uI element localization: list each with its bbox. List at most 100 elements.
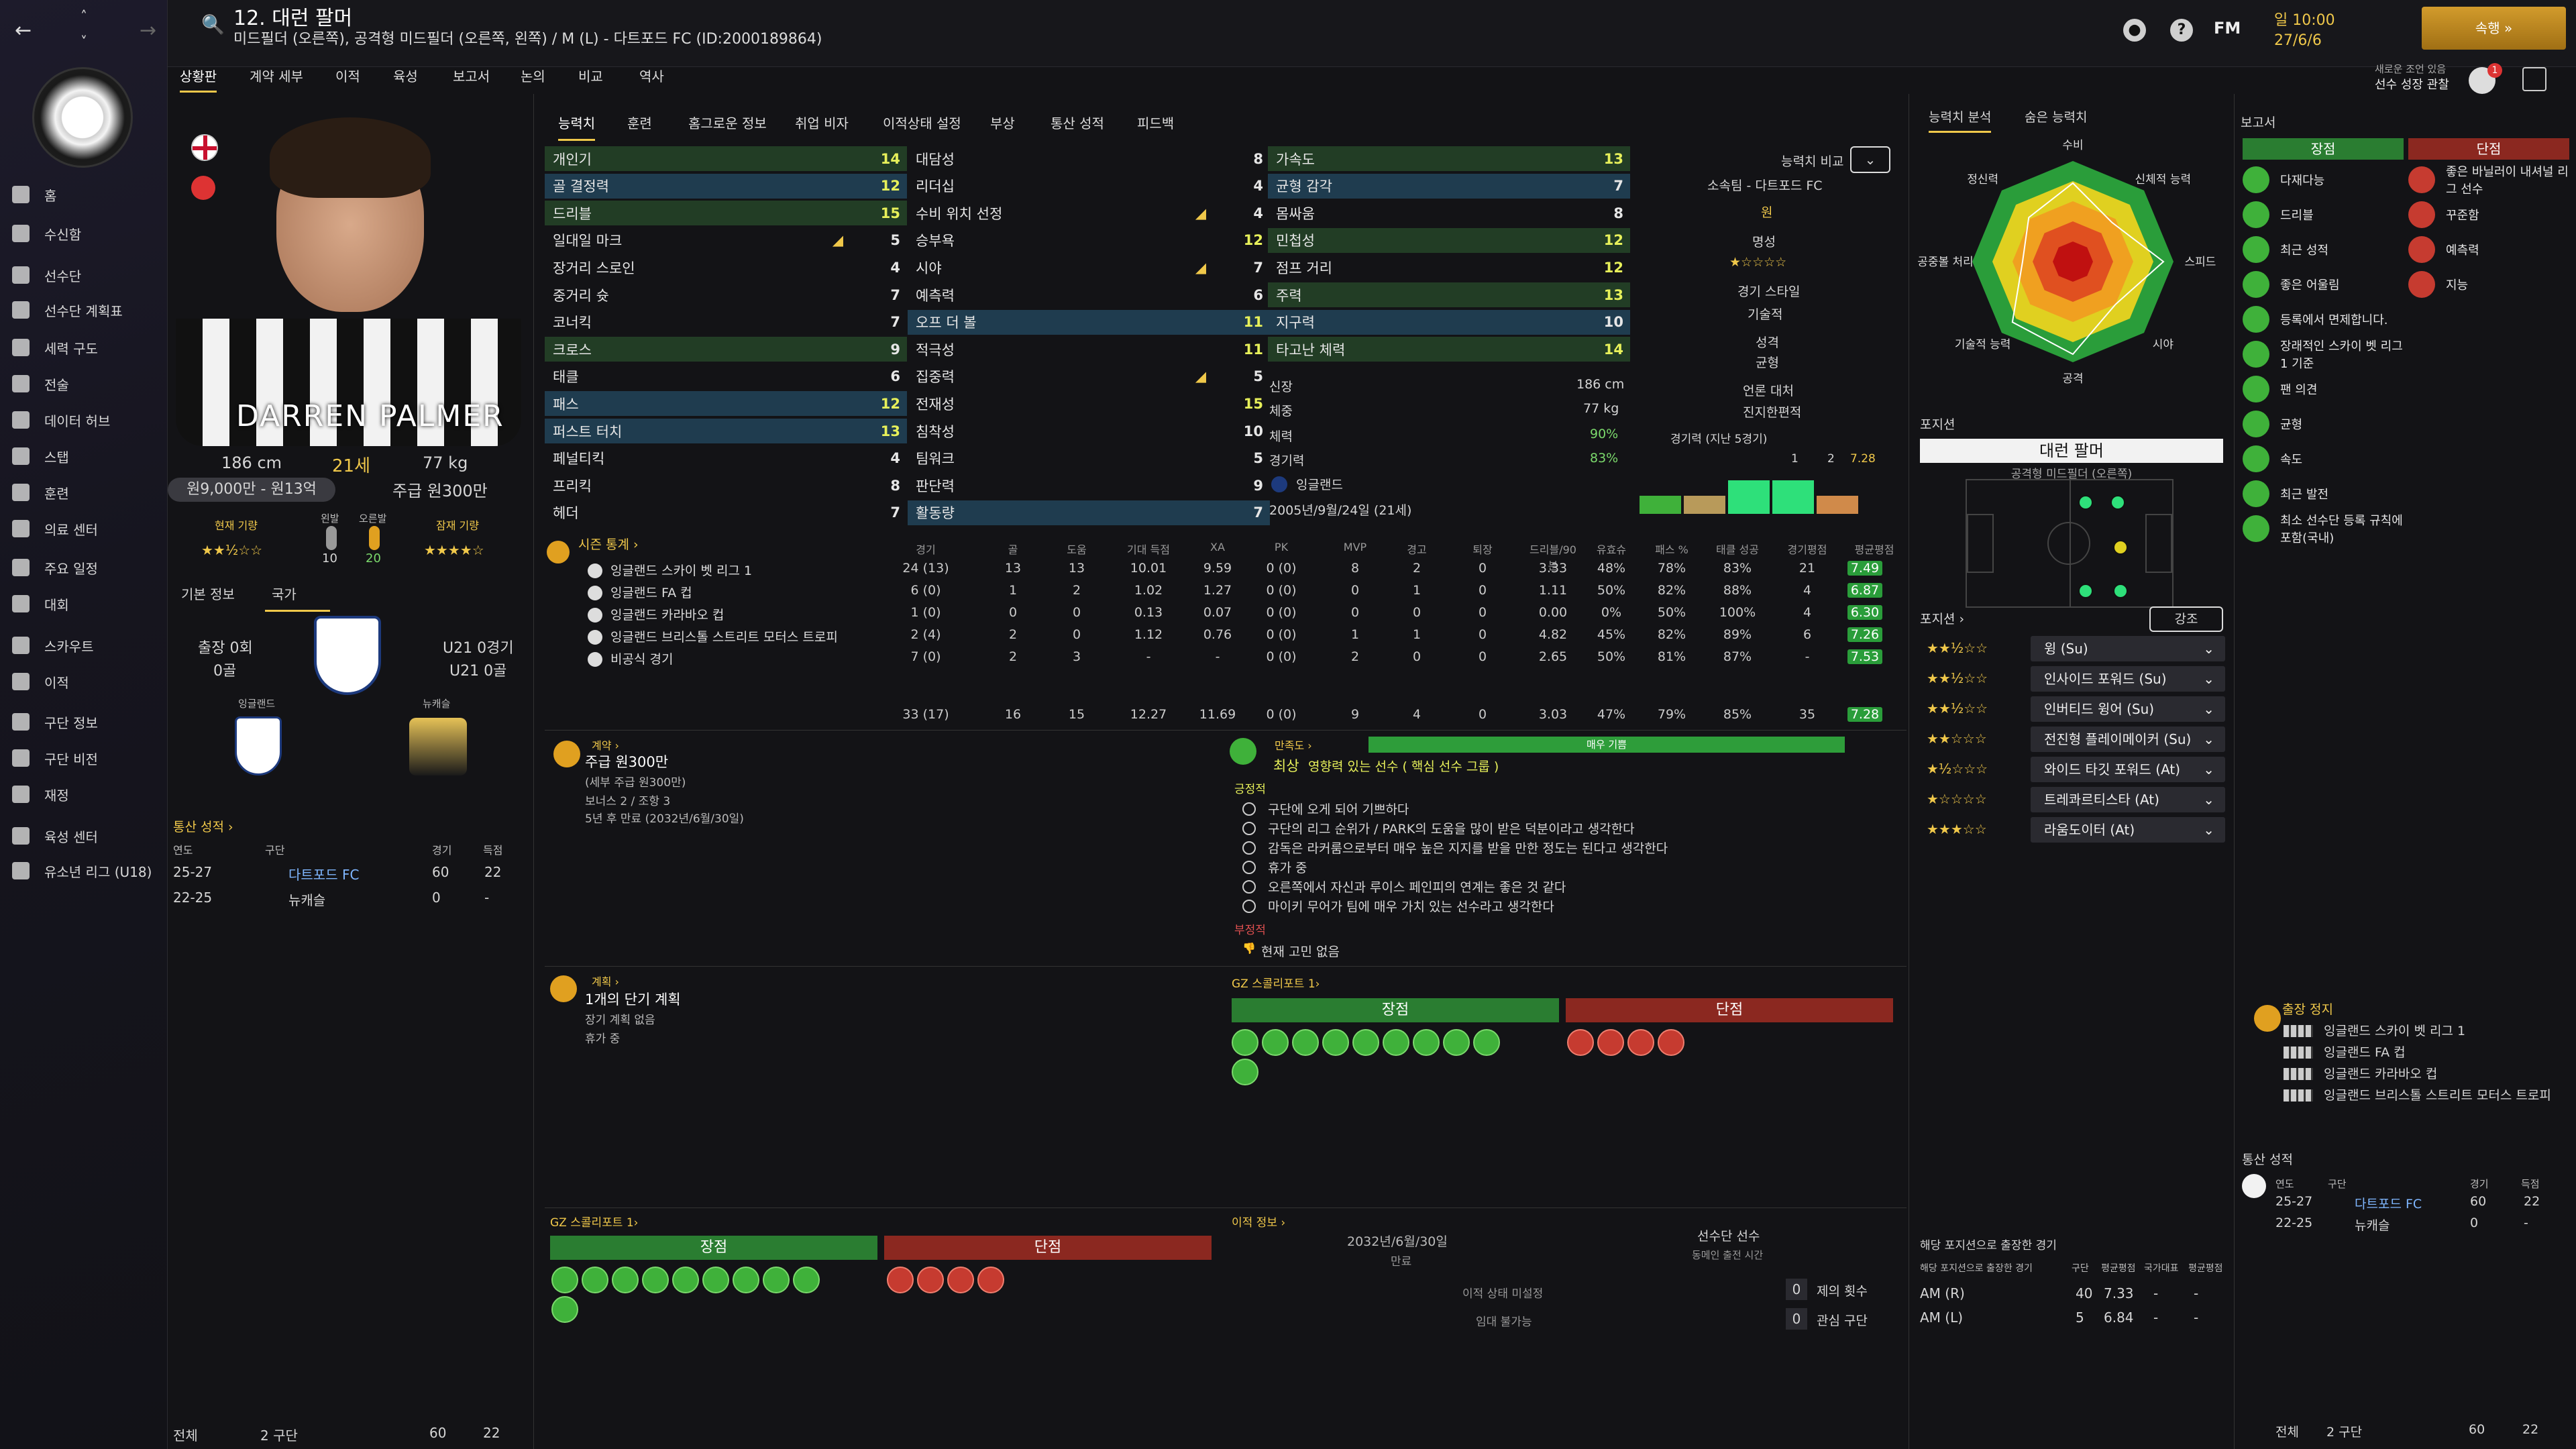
subnav-item[interactable]: 이적	[335, 68, 360, 85]
happiness-head[interactable]: 만족도 ›	[1275, 739, 1312, 752]
chevron-down-icon[interactable]: ⌄	[2203, 641, 2214, 657]
photo-hair	[270, 117, 431, 198]
career-row-2-club[interactable]: 뉴캐슬	[288, 892, 326, 908]
report-career-row-2-club[interactable]: 뉴캐슬	[2355, 1218, 2390, 1233]
role-row[interactable]: ★☆☆☆☆ 트레콰르티스타 (At) ⌄	[1920, 787, 2225, 814]
stats-cell: 11.69	[1199, 707, 1236, 722]
sidebar-item[interactable]: 수신함	[12, 219, 163, 248]
sidebar-item[interactable]: 훈련	[12, 478, 163, 507]
subnav-item[interactable]: 계약 세부	[250, 68, 303, 85]
tab-item[interactable]: 능력치	[558, 113, 596, 141]
strength-dropdown[interactable]: 강조	[2149, 606, 2223, 632]
sidebar-item[interactable]: 구단 정보	[12, 707, 163, 737]
sidebar-item[interactable]: 홈	[12, 180, 163, 209]
forward-icon[interactable]: →	[140, 19, 157, 42]
chevron-down-icon[interactable]: ⌄	[2203, 731, 2214, 747]
role-row[interactable]: ★★★☆☆ 라움도이터 (At) ⌄	[1920, 817, 2225, 844]
sidebar-item[interactable]: 스카우트	[12, 631, 163, 660]
stats-header: 경기 골 도움 기대 득점 XA PK MVP 경고 퇴장 드리블/90분 유효슈 패스 % 태클 성공…	[550, 541, 1898, 572]
career-row-1-club[interactable]: 다트포드 FC	[288, 867, 360, 883]
role-row[interactable]: ★★☆☆☆ 전진형 플레이메이커 (Su) ⌄	[1920, 727, 2225, 753]
role-select[interactable]: 인사이드 포워드 (Su) ⌄	[2031, 666, 2225, 692]
globe-icon[interactable]: ●	[2123, 19, 2146, 42]
nation-crest-icon[interactable]	[235, 716, 282, 775]
club-crest-icon[interactable]	[32, 67, 133, 168]
pos-played-cell: -	[2153, 1285, 2159, 1301]
tab-item[interactable]: 부상	[990, 115, 1015, 131]
down-icon[interactable]: ˅	[80, 34, 87, 50]
tab-item[interactable]: 취업 비자	[795, 115, 849, 131]
positions-list-head[interactable]: 포지션 ›	[1920, 612, 1965, 627]
sidebar-item[interactable]: 전술	[12, 369, 163, 398]
subnav-item[interactable]: 역사	[639, 68, 664, 85]
tab-item[interactable]: 홈그로운 정보	[688, 115, 767, 131]
subnav-item[interactable]: 보고서	[453, 68, 490, 85]
subnav-item[interactable]: 육성	[393, 68, 418, 85]
tab-hidden-attributes[interactable]: 숨은 능력치	[2025, 110, 2088, 125]
sidebar-item[interactable]: 이적	[12, 667, 163, 696]
sidebar-item[interactable]: 유소년 리그 (U18)	[12, 856, 163, 885]
role-select[interactable]: 윙 (Su) ⌄	[2031, 636, 2225, 661]
role-row[interactable]: ★★½☆☆ 인버티드 윙어 (Su) ⌄	[1920, 696, 2225, 723]
back-icon[interactable]: ←	[15, 19, 32, 42]
tab-item[interactable]: 통산 성적	[1051, 115, 1104, 131]
sidebar-item[interactable]: 데이터 허브	[12, 405, 163, 435]
layout-icon[interactable]	[2522, 67, 2546, 91]
tab-basic-info[interactable]: 기본 정보	[181, 586, 235, 602]
sidebar-item[interactable]: 주요 일정	[12, 553, 163, 582]
chevron-down-icon[interactable]: ⌄	[2203, 761, 2214, 777]
up-icon[interactable]: ˄	[80, 8, 87, 24]
sidebar-item[interactable]: 육성 센터	[12, 821, 163, 851]
notice-text[interactable]: 선수 성장 관찰	[2375, 78, 2449, 92]
role-select[interactable]: 라움도이터 (At) ⌄	[2031, 817, 2225, 843]
info-fitness: 90%	[1590, 427, 1619, 441]
role-select[interactable]: 인버티드 윙어 (Su) ⌄	[2031, 696, 2225, 722]
subnav-item[interactable]: 논의	[521, 68, 545, 85]
tab-nation[interactable]: 국가	[265, 584, 330, 612]
newcastle-crest-icon[interactable]	[409, 718, 467, 775]
tab-item[interactable]: 이적상태 설정	[883, 115, 961, 131]
tab-item[interactable]: 훈련	[627, 115, 652, 131]
subnav-item[interactable]: 비교	[578, 68, 603, 85]
search-icon[interactable]: 🔍	[201, 13, 225, 36]
chevron-down-icon[interactable]: ⌄	[2203, 792, 2214, 808]
transfer-head[interactable]: 이적 정보 ›	[1232, 1216, 1286, 1230]
sidebar-item[interactable]: 재정	[12, 780, 163, 809]
sidebar-item[interactable]: 선수단 계획표	[12, 295, 163, 325]
gz-head-mid[interactable]: GZ 스콜리포트 1›	[1232, 977, 1320, 991]
sidebar-item[interactable]: 구단 비전	[12, 743, 163, 773]
gz-head-bottom[interactable]: GZ 스콜리포트 1›	[550, 1216, 639, 1230]
sidebar-item-icon	[12, 225, 30, 242]
report-career-row-1-club[interactable]: 다트포드 FC	[2355, 1197, 2422, 1212]
report-strengths-head: 장점	[2243, 138, 2404, 160]
tab-item[interactable]: 피드백	[1137, 115, 1175, 131]
stats-head[interactable]: 시즌 통계 ›	[578, 537, 639, 552]
role-row[interactable]: ★★½☆☆ 인사이드 포워드 (Su) ⌄	[1920, 666, 2225, 693]
role-row[interactable]: ★½☆☆☆ 와이드 타깃 포워드 (At) ⌄	[1920, 757, 2225, 784]
sidebar-item-label: 재정	[44, 787, 69, 804]
role-row[interactable]: ★★½☆☆ 윙 (Su) ⌄	[1920, 636, 2225, 663]
attribute-value: 4	[1253, 205, 1263, 221]
fm-menu[interactable]: FM	[2214, 19, 2241, 38]
contract-head[interactable]: 계약 ›	[592, 739, 619, 752]
role-select[interactable]: 전진형 플레이메이커 (Su) ⌄	[2031, 727, 2225, 752]
help-icon[interactable]: ?	[2170, 19, 2193, 42]
career-head[interactable]: 통산 성적 ›	[173, 820, 233, 835]
sidebar-item[interactable]: 세력 구도	[12, 333, 163, 362]
sidebar-item[interactable]: 스탭	[12, 441, 163, 471]
chevron-down-icon[interactable]: ⌄	[2203, 671, 2214, 687]
attribute-row: 팀워크 5	[908, 446, 1270, 471]
continue-button[interactable]: 속행 »	[2422, 7, 2566, 50]
sidebar-item[interactable]: 의료 센터	[12, 514, 163, 543]
pos-played-col-0: 해당 포지션으로 출장한 경기	[1920, 1263, 2033, 1274]
plan-head[interactable]: 계획 ›	[592, 975, 619, 988]
chevron-down-icon[interactable]: ⌄	[2203, 822, 2214, 838]
sidebar-item[interactable]: 대회	[12, 589, 163, 619]
sidebar-item[interactable]: 선수단	[12, 260, 163, 290]
compare-dropdown[interactable]: ⌄	[1850, 146, 1890, 173]
tab-attribute-analysis[interactable]: 능력치 분석	[1929, 107, 1992, 133]
role-select[interactable]: 트레콰르티스타 (At) ⌄	[2031, 787, 2225, 812]
role-select[interactable]: 와이드 타깃 포워드 (At) ⌄	[2031, 757, 2225, 782]
subnav-item[interactable]: 상황판	[180, 66, 217, 93]
chevron-down-icon[interactable]: ⌄	[2203, 701, 2214, 717]
